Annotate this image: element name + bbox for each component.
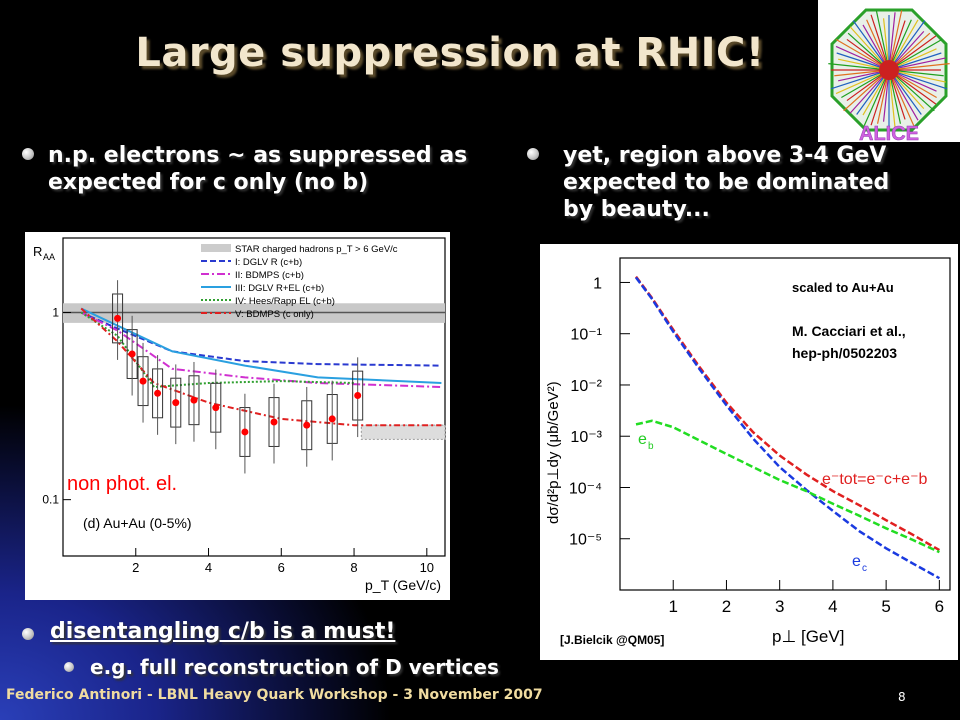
bullet-left: n.p. electrons ~ as suppressed as expect… — [48, 143, 468, 195]
logo-ray — [828, 63, 890, 71]
bielcik-annotation: [J.Bielcik @QM05] — [560, 633, 664, 647]
legend-entry: V: BDMPS (c only) — [235, 309, 314, 320]
legend-entry: IV: Hees/Rapp EL (c+b) — [235, 296, 335, 307]
x-tick-label: 6 — [935, 597, 944, 616]
raa-xaxis-label: p_T (GeV/c) — [365, 577, 441, 593]
footer: Federico Antinori - LBNL Heavy Quark Wor… — [6, 687, 543, 703]
legend-swatch — [201, 244, 231, 252]
x-tick-label: 10 — [420, 560, 434, 575]
data-point — [270, 418, 278, 426]
logo-ray — [830, 69, 890, 90]
logo-ray — [888, 20, 926, 71]
logo-ray — [863, 69, 890, 126]
curve-bdmps-cb — [80, 311, 442, 388]
series-line — [635, 419, 940, 554]
x-tick-label: 4 — [828, 597, 837, 616]
logo-ray — [843, 69, 890, 112]
y-tick-label: 10⁻³ — [570, 429, 602, 446]
x-tick-label: 8 — [350, 560, 357, 575]
page-number: 8 — [898, 690, 906, 704]
logo-ray — [888, 69, 935, 112]
x-tick-label: 4 — [205, 560, 212, 575]
y-tick-label: 10⁻¹ — [570, 327, 602, 344]
data-point — [154, 389, 162, 397]
data-point — [212, 404, 220, 412]
legend-entry: I: DGLV R (c+b) — [235, 257, 302, 268]
data-point — [139, 377, 147, 385]
y-tick-label: 0.1 — [42, 493, 59, 507]
x-tick-label: 3 — [775, 597, 784, 616]
eb-label-sub: b — [648, 441, 654, 452]
bullet-dot — [22, 628, 34, 640]
bullet-right: yet, region above 3-4 GeV expected to be… — [563, 143, 890, 222]
x-tick-label: 2 — [722, 597, 731, 616]
data-point — [128, 350, 136, 358]
ec-label-sub: c — [862, 563, 867, 574]
legend-entry: III: DGLV R+EL (c+b) — [235, 283, 324, 294]
data-point — [190, 396, 198, 404]
raa-chart-panel: STAR charged hadrons p_T > 6 GeV/c I: DGL… — [25, 232, 450, 600]
bullet-dot — [22, 148, 34, 160]
eb-label: e — [638, 431, 647, 448]
x-tick-label: 6 — [278, 560, 285, 575]
logo-ray — [888, 69, 948, 90]
x-tick-label: 2 — [132, 560, 139, 575]
logo-ray — [888, 69, 915, 126]
sub-bullet-dot — [64, 662, 74, 672]
spectra-xaxis-label: p⊥ [GeV] — [772, 627, 844, 646]
bullet-dot — [527, 148, 539, 160]
legend-entry: STAR charged hadrons p_T > 6 GeV/c — [235, 244, 398, 255]
y-tick-label: 1 — [593, 275, 602, 292]
logo-ray — [852, 20, 890, 71]
slide-title: Large suppression at RHIC! — [135, 30, 765, 76]
cacciari-annotation-1: M. Cacciari et al., — [792, 323, 906, 339]
data-point — [303, 421, 311, 429]
data-point — [328, 415, 336, 423]
logo-ray — [888, 38, 943, 71]
y-tick-label: 10⁻⁴ — [569, 480, 602, 497]
spectra-chart-panel: 1 2 3 4 5 6 1 10⁻¹ 10⁻² 10⁻³ 10⁻⁴ 10⁻⁵ dσ/d²p⊥dy (μ… — [540, 244, 958, 660]
bullet-bottom: disentangling c/b is a must! — [50, 619, 396, 644]
y-tick-label: 1 — [52, 305, 59, 319]
raa-chart: STAR charged hadrons p_T > 6 GeV/c I: DGL… — [33, 237, 446, 593]
spectra-yaxis-label: dσ/d²p⊥dy (μb/GeV²) — [545, 381, 562, 524]
svg-text:ALICE: ALICE — [859, 123, 919, 142]
sub-bullet: e.g. full reconstruction of D vertices — [90, 655, 499, 679]
ec-label: e — [852, 553, 861, 570]
alice-logo: ALICE — [818, 0, 960, 142]
logo-ray — [888, 10, 903, 71]
raa-panel-label: (d) Au+Au (0-5%) — [83, 515, 192, 531]
cacciari-annotation-2: hep-ph/0502203 — [792, 345, 897, 361]
x-tick-label: 1 — [668, 597, 677, 616]
legend-entry: II: BDMPS (c+b) — [235, 270, 304, 281]
logo-ray — [888, 63, 950, 71]
data-point — [241, 428, 249, 436]
raa-axis-label-sub: AA — [43, 252, 55, 262]
logo-ray — [875, 10, 890, 71]
spectra-chart: 1 2 3 4 5 6 1 10⁻¹ 10⁻² 10⁻³ 10⁻⁴ 10⁻⁵ dσ/d²p⊥dy (μ… — [545, 257, 951, 647]
curve-bdmps-c — [80, 307, 442, 427]
etot-label: e⁻tot=e⁻c+e⁻b — [822, 471, 928, 488]
series-line — [634, 276, 941, 580]
curve-dglv-rel — [80, 307, 442, 384]
curve-dglv-r — [80, 311, 442, 367]
logo-ray — [835, 38, 890, 71]
scaled-annotation: scaled to Au+Au — [792, 280, 894, 295]
star-hadron-band — [360, 424, 446, 440]
data-point — [114, 314, 122, 322]
x-tick-label: 5 — [881, 597, 890, 616]
data-point — [172, 399, 180, 407]
raa-axis-label: R — [33, 244, 42, 259]
y-tick-label: 10⁻² — [570, 378, 602, 395]
y-tick-label: 10⁻⁵ — [569, 532, 602, 549]
non-phot-el-annotation: non phot. el. — [67, 473, 177, 495]
data-point — [354, 392, 362, 400]
